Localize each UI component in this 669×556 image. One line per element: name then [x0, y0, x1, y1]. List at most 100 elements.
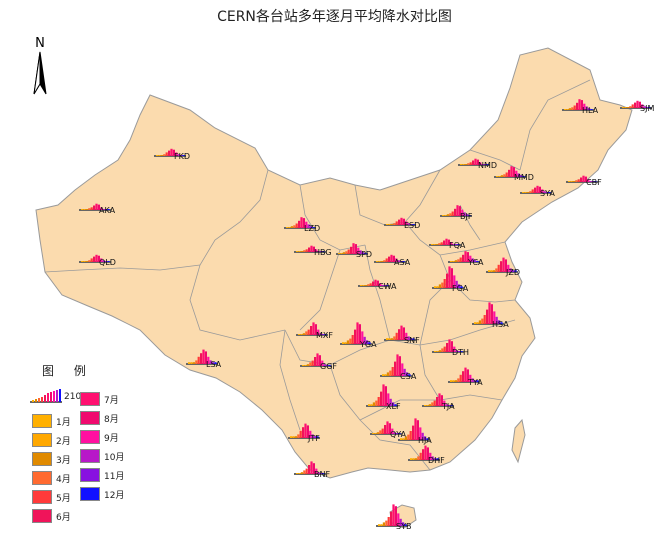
station-month-bar	[588, 108, 591, 110]
station-month-bar	[392, 402, 395, 406]
station-month-bar	[83, 261, 86, 262]
station-month-bar	[357, 247, 360, 254]
station-asa: ASA	[374, 254, 411, 267]
station-month-bar	[102, 260, 105, 262]
station-month-bar	[362, 285, 365, 286]
station-month-bar	[464, 367, 467, 382]
station-month-bar	[363, 336, 366, 344]
station-month-bar	[476, 322, 479, 324]
station-month-bar	[385, 520, 388, 526]
station-month-bar	[446, 214, 449, 216]
station-month-bar	[177, 154, 180, 156]
station-month-bar	[322, 251, 325, 252]
station-month-bar	[575, 180, 578, 182]
station-month-bar	[486, 309, 489, 324]
station-month-bar	[626, 107, 629, 108]
station-month-bar	[378, 524, 381, 526]
station-month-bar	[424, 445, 427, 460]
station-month-bar	[317, 251, 320, 252]
station-month-bar	[307, 329, 310, 335]
station-month-bar	[457, 378, 460, 382]
station-month-bar	[322, 334, 325, 335]
station-month-bar	[634, 102, 637, 108]
station-month-bar	[572, 181, 575, 182]
station-month-bar	[503, 174, 506, 177]
station-month-bar	[398, 433, 401, 434]
station-label: YGA	[359, 340, 377, 349]
station-month-bar	[426, 447, 429, 460]
station-month-bar	[454, 208, 457, 216]
station-month-bar	[454, 380, 457, 382]
station-month-bar	[315, 468, 318, 474]
station-month-bar	[311, 360, 314, 366]
station-month-bar	[646, 107, 649, 108]
station-month-bar	[195, 360, 198, 364]
station-sjm: SJM	[620, 100, 654, 113]
station-month-bar	[214, 362, 217, 364]
station-month-bar	[402, 327, 405, 340]
station-month-bar	[449, 213, 452, 216]
station-month-bar	[347, 249, 350, 254]
station-month-bar	[400, 325, 403, 340]
station-label: CBF	[586, 178, 602, 187]
station-label: JZD	[505, 268, 520, 277]
station-month-bar	[410, 224, 413, 225]
station-month-bar	[302, 427, 305, 438]
station-month-bar	[509, 268, 512, 272]
station-month-bar	[445, 404, 448, 406]
station-month-bar	[328, 365, 331, 366]
station-ggf: GGF	[300, 353, 337, 371]
station-month-bar	[402, 522, 405, 526]
station-month-bar	[352, 243, 355, 254]
station-month-bar	[481, 318, 484, 324]
station-month-bar	[409, 431, 412, 440]
station-month-bar	[402, 261, 405, 262]
station-month-bar	[93, 256, 96, 262]
station-month-bar	[93, 205, 96, 210]
legend-swatch-11	[80, 468, 100, 482]
legend-swatch-12	[80, 487, 100, 501]
station-month-bar	[165, 152, 168, 156]
legend-label-3: 3月	[56, 456, 71, 466]
station-month-bar	[474, 322, 477, 324]
station-label: LSA	[206, 360, 222, 369]
station-month-bar	[476, 380, 479, 382]
station-month-bar	[443, 240, 446, 245]
station-month-bar	[500, 322, 503, 324]
station-month-bar	[372, 433, 375, 434]
station-month-bar	[387, 393, 390, 406]
station-month-bar	[590, 109, 593, 110]
station-month-bar	[417, 456, 420, 460]
station-month-bar	[638, 101, 641, 108]
station-label: NMD	[478, 161, 497, 170]
station-month-bar	[512, 270, 515, 272]
station-label: HSA	[492, 320, 509, 329]
station-month-bar	[316, 353, 319, 366]
station-month-bar	[376, 280, 379, 286]
station-month-bar	[460, 164, 463, 165]
station-label: GGF	[320, 362, 337, 371]
station-month-bar	[85, 209, 88, 210]
station-month-bar	[510, 166, 513, 177]
station-month-bar	[299, 430, 302, 438]
station-month-bar	[366, 340, 369, 344]
station-month-bar	[386, 372, 389, 376]
station-lsa: LSA	[186, 349, 222, 369]
station-month-bar	[488, 270, 491, 272]
station-month-bar	[396, 433, 399, 434]
station-month-bar	[478, 320, 481, 324]
station-month-bar	[448, 339, 451, 352]
station-month-bar	[484, 164, 487, 165]
station-month-bar	[507, 264, 510, 272]
station-label: ESD	[404, 221, 420, 230]
station-month-bar	[350, 246, 353, 254]
station-month-bar	[400, 438, 403, 440]
station-month-bar	[446, 273, 449, 288]
station-month-bar	[536, 185, 539, 193]
station-month-bar	[388, 256, 391, 262]
station-month-bar	[90, 258, 93, 262]
station-month-bar	[379, 430, 382, 434]
station-month-bar	[309, 362, 312, 366]
station-month-bar	[594, 181, 597, 182]
station-month-bar	[314, 324, 317, 335]
